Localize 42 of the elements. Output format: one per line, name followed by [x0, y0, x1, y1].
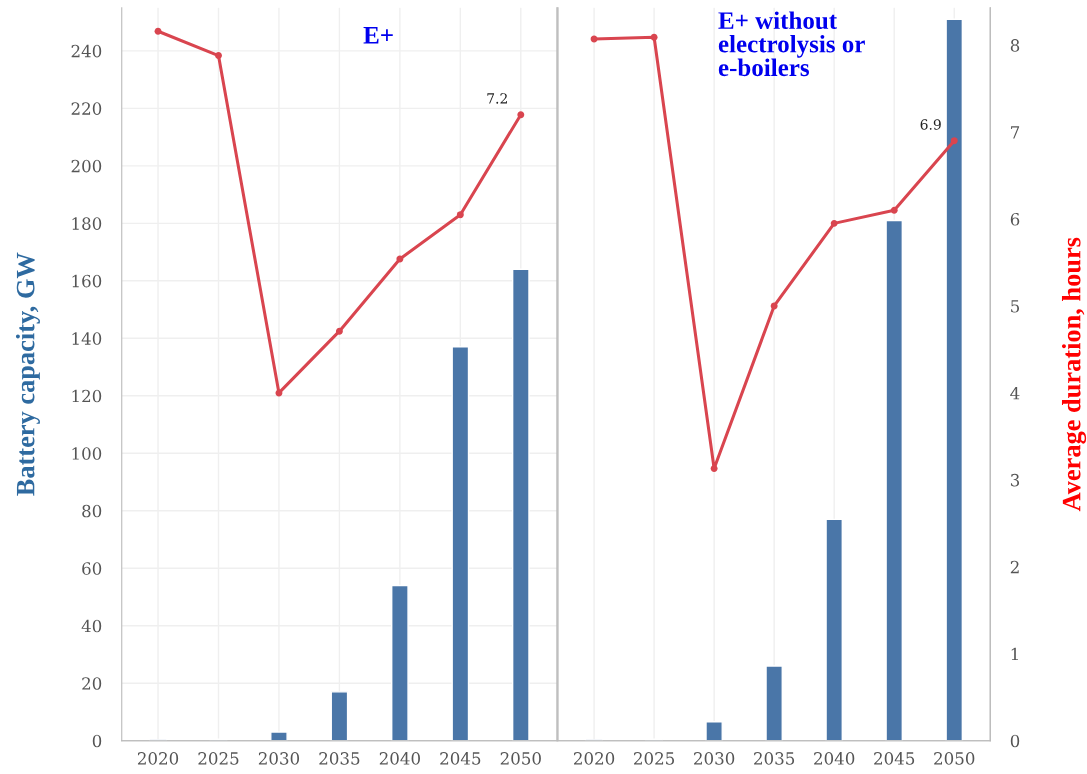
y-tick-label: 180	[72, 217, 102, 230]
y-tick-label: 120	[72, 389, 102, 403]
x-tick-label: 2045	[874, 752, 915, 765]
y-tick-label: 20	[82, 677, 102, 690]
y-tick-label: 100	[72, 447, 102, 460]
y2-tick-label: 7	[1011, 126, 1020, 139]
x-tick-label: 2045	[440, 752, 481, 765]
y-tick-label: 240	[71, 44, 102, 58]
y2-tick-label: 8	[1010, 39, 1020, 52]
y2-tick-label: 2	[1010, 560, 1019, 574]
y2-axis-title: Average duration, hours	[1061, 237, 1087, 512]
y-tick-label: 160	[72, 274, 102, 288]
x-tick-label: 2040	[379, 752, 420, 765]
x-tick-label: 2030	[258, 752, 300, 765]
x-tick-label: 2035	[319, 752, 360, 765]
y-axis-title: Battery capacity, GW	[15, 252, 40, 496]
y-tick-label: 220	[71, 102, 102, 115]
y2-tick-label: 0	[1010, 734, 1020, 748]
y2-tick-label: 4	[1010, 386, 1020, 400]
x-tick-label: 2050	[500, 752, 541, 765]
x-tick-label: 2030	[694, 752, 735, 765]
data-label: 6.9	[920, 119, 941, 130]
x-tick-label: 2020	[574, 752, 615, 765]
y2-tick-label: 3	[1010, 473, 1020, 487]
data-label: 7.2	[487, 93, 507, 104]
y2-tick-label: 6	[1010, 212, 1020, 226]
y-tick-label: 40	[81, 619, 102, 633]
y-tick-label: 60	[82, 562, 102, 575]
x-tick-label: 2025	[634, 752, 675, 765]
y-tick-label: 0	[92, 734, 102, 748]
y-tick-label: 200	[71, 159, 102, 173]
y-tick-label: 80	[82, 504, 102, 518]
y2-tick-label: 1	[1011, 647, 1018, 661]
x-tick-label: 2025	[198, 752, 239, 765]
text: E+	[363, 27, 393, 44]
text: E+ without electrolysis or e-boilers	[718, 11, 865, 77]
y-tick-label: 140	[72, 332, 102, 345]
x-tick-label: 2040	[814, 752, 855, 765]
y2-tick-label: 5	[1011, 300, 1020, 313]
x-tick-label: 2050	[934, 752, 975, 765]
x-tick-label: 2020	[137, 752, 179, 765]
x-tick-label: 2035	[754, 752, 795, 765]
